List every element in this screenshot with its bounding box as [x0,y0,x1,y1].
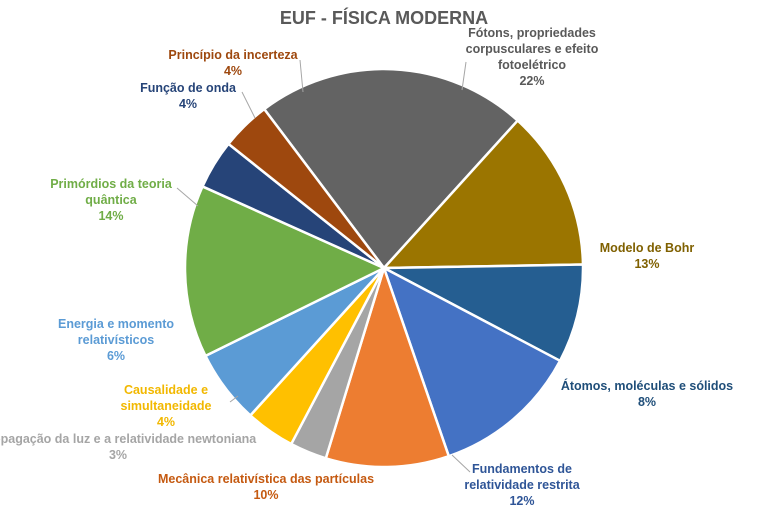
slice-labels: Fótons, propriedades corpusculares e efei… [0,26,733,508]
slice-label: Fundamentos de relatividade restrita 12% [464,462,580,508]
chart-title: EUF - FÍSICA MODERNA [279,8,489,28]
slice-label: Modelo de Bohr 13% [600,241,695,271]
slice-percent: 6% [107,349,125,363]
slice-label-line: Modelo de Bohr [600,241,695,255]
pie-slice [227,107,386,270]
leader-line [241,91,256,119]
pie-slice [262,67,519,270]
pie-slice [382,263,585,363]
slice-label-line: corpusculares e efeito [466,42,599,56]
slice-label: Função de onda 4% [140,81,237,111]
slice-label: Causalidade e simultaneidade 4% [121,383,212,429]
slice-label-line: Primórdios da teoria [50,177,173,191]
pie-slice [183,185,386,358]
slice-label-line: relativísticos [78,333,154,347]
leader-line [299,59,304,93]
slice-label-line: Causalidade e [124,383,208,397]
slice-label-line: Átomos, moléculas e sólidos [561,378,733,393]
slice-percent: 13% [634,257,659,271]
slice-label-line: simultaneidade [121,399,212,413]
slice-label-line: Função de onda [140,81,237,95]
pie-slices [183,67,585,469]
slice-percent: 8% [638,395,656,409]
slice-percent: 3% [109,448,127,462]
slice-label: Átomos, moléculas e sólidos 8% [561,378,733,409]
slice-percent: 4% [179,97,197,111]
slice-percent: 12% [509,494,534,508]
slice-label-line: Fundamentos de [472,462,572,476]
pie-slice [382,266,562,458]
slice-label-line: fotoelétrico [498,58,566,72]
slice-label: Energia e momento relativísticos 6% [58,317,174,363]
slice-percent: 14% [98,209,123,223]
pie-slice [382,119,585,270]
leader-lines [176,59,471,473]
leader-line [229,395,239,403]
slice-label: Mecânica relativística das partículas 10% [158,472,374,502]
slice-label-line: Fótons, propriedades [468,26,596,40]
slice-label-line: quântica [85,193,137,207]
slice-label: Propagação da luz e a relatividade newto… [0,432,257,462]
slice-label-line: Energia e momento [58,317,174,331]
slice-label-line: Princípio da incerteza [168,48,298,62]
slice-label-line: Propagação da luz e a relatividade newto… [0,432,257,446]
leader-line [176,187,199,207]
slice-percent: 4% [224,64,242,78]
slice-percent: 22% [519,74,544,88]
slice-label: Primórdios da teoria quântica 14% [50,177,173,223]
leader-line [451,454,471,473]
leader-line [461,61,467,91]
slice-percent: 10% [253,488,278,502]
slice-percent: 4% [157,415,175,429]
slice-label: Princípio da incerteza 4% [168,48,298,78]
pie-slice [324,266,451,469]
slice-label-line: Mecânica relativística das partículas [158,472,374,486]
slice-label-line: relatividade restrita [464,478,580,492]
slice-label: Fótons, propriedades corpusculares e efei… [466,26,599,88]
